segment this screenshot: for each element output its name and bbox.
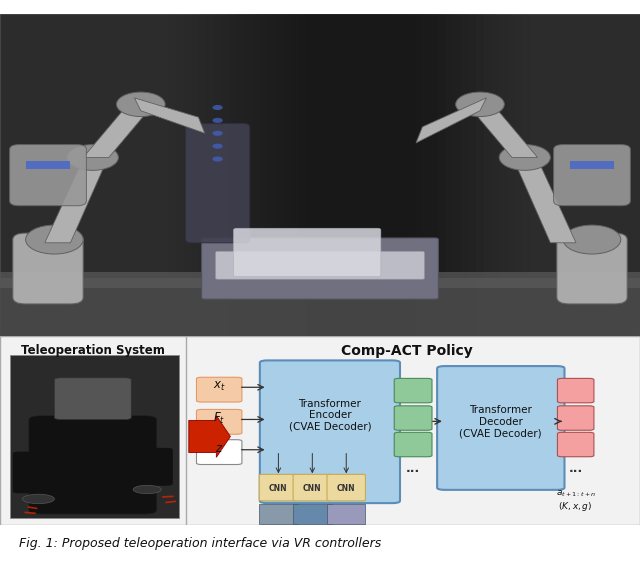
FancyBboxPatch shape: [10, 355, 179, 518]
Text: Fig. 1: Proposed teleoperation interface via VR controllers: Fig. 1: Proposed teleoperation interface…: [19, 537, 381, 550]
Text: $x_t$: $x_t$: [213, 380, 225, 393]
Text: Transformer
Decoder
(CVAE Decoder): Transformer Decoder (CVAE Decoder): [460, 406, 542, 438]
FancyBboxPatch shape: [10, 145, 86, 206]
FancyBboxPatch shape: [13, 233, 83, 304]
FancyBboxPatch shape: [229, 14, 453, 336]
Circle shape: [212, 105, 223, 110]
FancyBboxPatch shape: [128, 448, 173, 486]
FancyBboxPatch shape: [0, 272, 640, 288]
FancyBboxPatch shape: [259, 504, 298, 524]
Polygon shape: [134, 98, 205, 133]
Circle shape: [133, 485, 161, 494]
Text: ...: ...: [568, 462, 583, 475]
Text: $F_t$: $F_t$: [213, 411, 225, 426]
Circle shape: [499, 145, 550, 170]
Circle shape: [26, 225, 83, 254]
FancyBboxPatch shape: [196, 377, 242, 402]
FancyBboxPatch shape: [234, 228, 381, 277]
FancyBboxPatch shape: [186, 124, 250, 243]
FancyBboxPatch shape: [0, 336, 640, 525]
Text: Comp-ACT Policy: Comp-ACT Policy: [340, 344, 472, 358]
FancyArrow shape: [189, 416, 230, 457]
Text: CNN: CNN: [337, 484, 356, 493]
Text: Teleoperation System: Teleoperation System: [21, 344, 164, 357]
FancyBboxPatch shape: [557, 432, 594, 457]
FancyBboxPatch shape: [394, 406, 432, 430]
Circle shape: [456, 92, 504, 116]
Polygon shape: [416, 98, 486, 143]
FancyBboxPatch shape: [293, 504, 332, 524]
Circle shape: [116, 92, 165, 116]
Circle shape: [212, 157, 223, 162]
FancyBboxPatch shape: [260, 360, 400, 503]
Text: Transformer
Encoder
(CVAE Decoder): Transformer Encoder (CVAE Decoder): [289, 398, 371, 432]
Polygon shape: [45, 156, 109, 243]
FancyBboxPatch shape: [237, 14, 461, 336]
Text: CNN: CNN: [269, 484, 288, 493]
Polygon shape: [467, 105, 538, 158]
FancyBboxPatch shape: [259, 475, 298, 501]
FancyBboxPatch shape: [13, 451, 61, 493]
Circle shape: [212, 144, 223, 149]
FancyBboxPatch shape: [557, 233, 627, 304]
FancyBboxPatch shape: [394, 379, 432, 403]
Circle shape: [67, 145, 118, 170]
FancyBboxPatch shape: [216, 251, 424, 279]
Text: CNN: CNN: [303, 484, 322, 493]
Circle shape: [563, 225, 621, 254]
FancyBboxPatch shape: [0, 14, 640, 336]
FancyBboxPatch shape: [557, 379, 594, 403]
FancyBboxPatch shape: [202, 238, 438, 299]
Polygon shape: [83, 105, 154, 158]
FancyBboxPatch shape: [437, 366, 564, 490]
Text: $z$: $z$: [215, 442, 223, 455]
FancyBboxPatch shape: [0, 278, 640, 336]
FancyBboxPatch shape: [293, 475, 332, 501]
Text: ...: ...: [406, 462, 420, 475]
FancyBboxPatch shape: [327, 504, 365, 524]
FancyBboxPatch shape: [570, 160, 614, 169]
FancyBboxPatch shape: [554, 145, 630, 206]
FancyBboxPatch shape: [54, 378, 131, 419]
FancyBboxPatch shape: [557, 406, 594, 430]
Circle shape: [212, 118, 223, 123]
FancyBboxPatch shape: [327, 475, 365, 501]
Circle shape: [212, 131, 223, 136]
Circle shape: [22, 494, 54, 503]
FancyBboxPatch shape: [26, 160, 70, 169]
Polygon shape: [512, 156, 576, 243]
FancyBboxPatch shape: [394, 432, 432, 457]
FancyBboxPatch shape: [244, 14, 468, 336]
FancyBboxPatch shape: [196, 410, 242, 434]
FancyBboxPatch shape: [29, 416, 157, 514]
Text: $a_{t+1:t+n}$
$(K,x,g)$: $a_{t+1:t+n}$ $(K,x,g)$: [556, 488, 596, 514]
FancyBboxPatch shape: [196, 440, 242, 464]
